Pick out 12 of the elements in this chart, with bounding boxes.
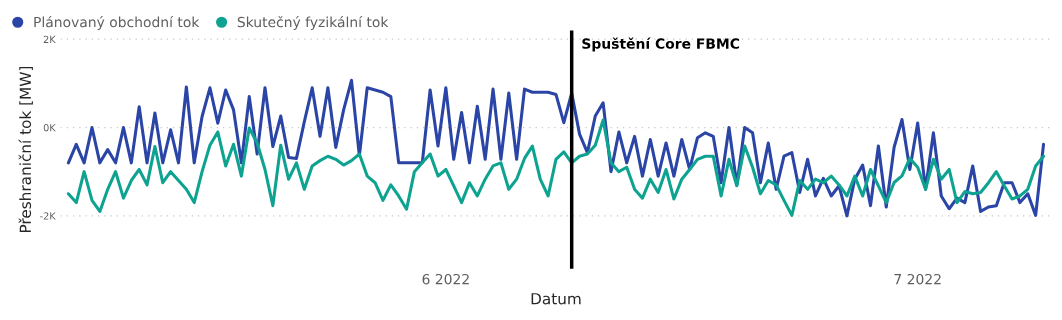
y-tick-label: 2K <box>43 35 56 43</box>
line-series <box>66 118 1046 217</box>
legend-label: Skutečný fyzikální tok <box>237 16 389 31</box>
y-tick-label: -2K <box>40 212 56 220</box>
y-tick-label: 0K <box>43 124 56 132</box>
x-axis-title: Datum <box>531 293 581 305</box>
legend-label: Plánovaný obchodní tok <box>34 16 200 31</box>
y-axis-title: Přeshraniční tok [MW] <box>18 66 33 233</box>
line-series <box>66 78 1046 218</box>
ref-line-label: Spuštění Core FBMC <box>582 37 740 52</box>
x-tick-label: 6 2022 <box>422 273 469 285</box>
x-tick-label: 7 2022 <box>894 273 941 285</box>
